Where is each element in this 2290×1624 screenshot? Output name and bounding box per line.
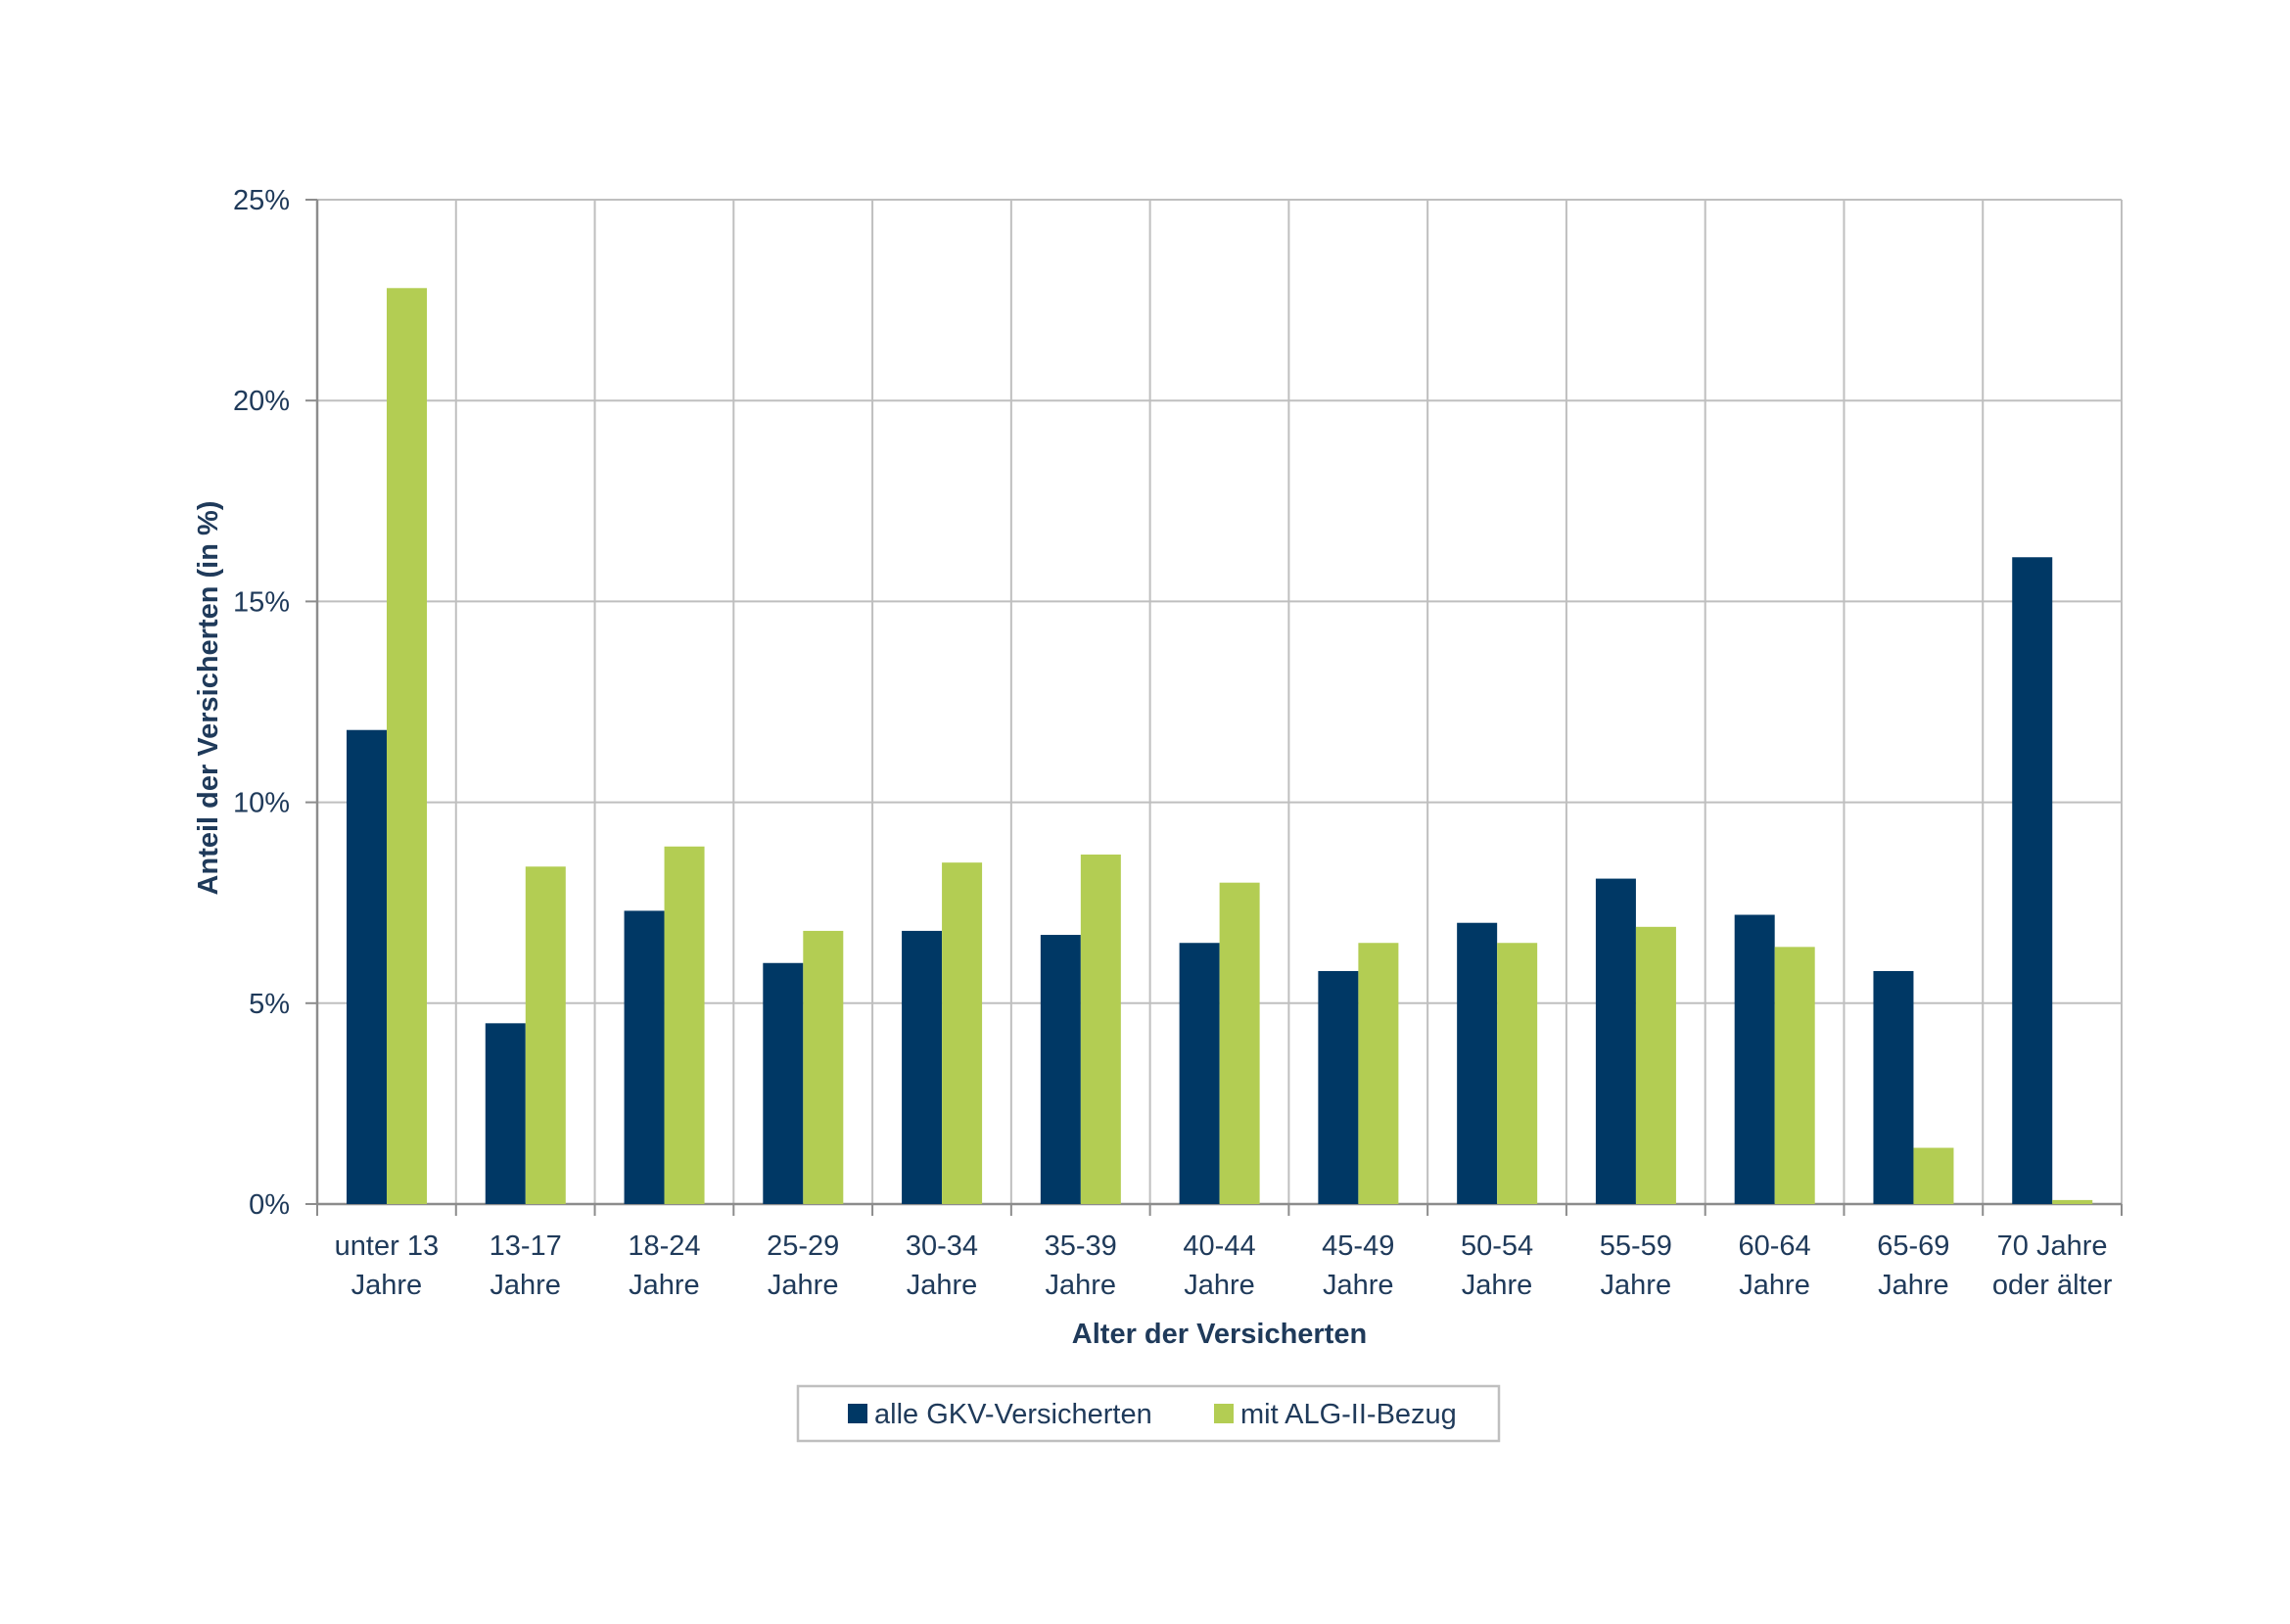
legend-label: alle GKV-Versicherten: [874, 1399, 1152, 1430]
bar-series2-12: [2052, 1199, 2093, 1204]
bar-series1-5: [1040, 935, 1081, 1204]
bar-series1-12: [2012, 557, 2053, 1204]
bar-series1-6: [1179, 943, 1220, 1204]
bar-series1-10: [1734, 914, 1775, 1204]
x-tick-label: 70 Jahre: [1997, 1230, 2108, 1262]
bar-series1-11: [1873, 970, 1914, 1204]
bar-series1-1: [485, 1023, 526, 1204]
bar-series2-10: [1774, 947, 1815, 1204]
x-tick-label: 13-17: [490, 1230, 562, 1262]
x-tick-label: Jahre: [1462, 1270, 1533, 1301]
x-tick-label: 45-49: [1322, 1230, 1394, 1262]
bar-series1-0: [347, 729, 387, 1204]
bar-series2-8: [1497, 943, 1538, 1204]
x-tick-label: Jahre: [351, 1270, 423, 1301]
x-tick-label: Jahre: [1045, 1270, 1116, 1301]
x-tick-label: 55-59: [1600, 1230, 1672, 1262]
x-tick-label: Jahre: [1739, 1270, 1810, 1301]
bar-series1-8: [1457, 922, 1498, 1204]
x-tick-label: 30-34: [906, 1230, 978, 1262]
x-tick-label: Jahre: [907, 1270, 978, 1301]
y-tick-label: 25%: [233, 185, 290, 216]
bar-series2-2: [664, 846, 705, 1204]
y-tick-label: 0%: [249, 1189, 290, 1221]
bar-series2-3: [803, 930, 844, 1204]
bar-series2-9: [1635, 926, 1676, 1204]
x-tick-label: Jahre: [1323, 1270, 1394, 1301]
bar-series1-3: [763, 962, 804, 1204]
bar-series2-0: [387, 288, 427, 1205]
bar-series2-5: [1080, 854, 1121, 1204]
x-tick-label: oder älter: [1992, 1270, 2113, 1301]
x-tick-label: 50-54: [1461, 1230, 1533, 1262]
x-tick-label: unter 13: [335, 1230, 439, 1262]
y-axis-title: Anteil der Versicherten (in %): [193, 501, 224, 896]
bar-series2-11: [1913, 1147, 1954, 1204]
legend-label: mit ALG-II-Bezug: [1240, 1399, 1457, 1430]
bar-series1-9: [1595, 878, 1636, 1204]
bar-series2-6: [1219, 882, 1260, 1204]
y-tick-label: 10%: [233, 788, 290, 819]
x-tick-label: Jahre: [768, 1270, 839, 1301]
y-tick-label: 15%: [233, 586, 290, 618]
bar-series2-4: [942, 862, 983, 1204]
bar-series1-2: [624, 910, 665, 1204]
x-tick-label: 18-24: [628, 1230, 700, 1262]
x-tick-label: 60-64: [1738, 1230, 1810, 1262]
x-tick-label: 65-69: [1877, 1230, 1949, 1262]
x-tick-label: 25-29: [767, 1230, 839, 1262]
x-tick-label: Jahre: [1601, 1270, 1672, 1301]
x-axis-title: Alter der Versicherten: [1072, 1319, 1367, 1350]
legend-swatch-series2: [1214, 1404, 1234, 1423]
bar-series2-7: [1358, 943, 1399, 1204]
x-tick-label: Jahre: [490, 1270, 561, 1301]
bar-series2-1: [525, 866, 566, 1204]
bar-series1-4: [902, 930, 943, 1204]
bar-series1-7: [1318, 970, 1359, 1204]
x-tick-label: Jahre: [1184, 1270, 1255, 1301]
y-tick-label: 5%: [249, 989, 290, 1020]
x-tick-label: 35-39: [1045, 1230, 1117, 1262]
x-tick-label: 40-44: [1183, 1230, 1255, 1262]
x-tick-label: Jahre: [1878, 1270, 1949, 1301]
x-tick-label: Jahre: [629, 1270, 700, 1301]
y-tick-label: 20%: [233, 386, 290, 417]
legend-box: [796, 1384, 1501, 1443]
legend-swatch-series1: [848, 1404, 867, 1423]
